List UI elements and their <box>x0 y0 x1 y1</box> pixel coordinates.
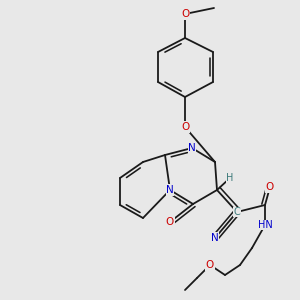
Text: HN: HN <box>258 220 272 230</box>
Text: N: N <box>166 185 174 195</box>
Text: O: O <box>266 182 274 192</box>
Text: N: N <box>211 233 219 243</box>
Text: O: O <box>166 217 174 227</box>
Text: O: O <box>181 122 189 132</box>
Text: H: H <box>226 173 234 183</box>
Text: O: O <box>181 9 189 19</box>
Text: O: O <box>206 260 214 270</box>
Text: N: N <box>188 143 196 153</box>
Text: C: C <box>234 207 240 217</box>
